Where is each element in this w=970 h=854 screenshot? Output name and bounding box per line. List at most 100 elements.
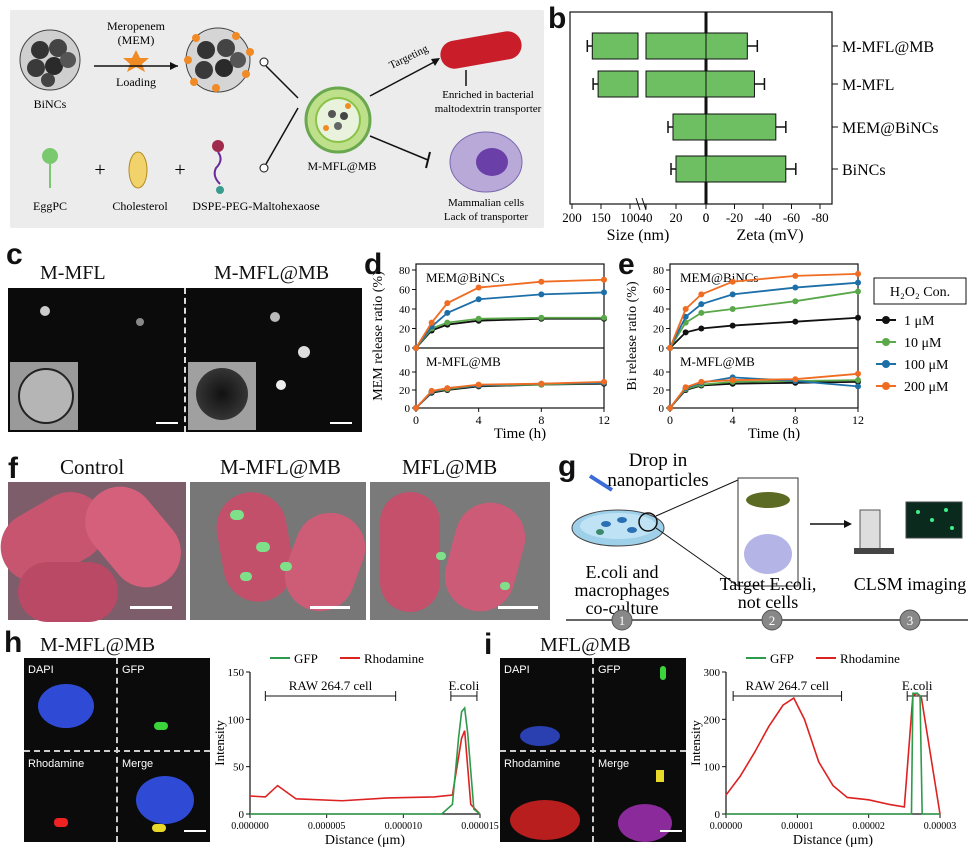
y-tick-label: 20 bbox=[653, 324, 665, 336]
confocal-h: DAPI GFP Rhodamine Merge bbox=[24, 658, 210, 842]
sem-control bbox=[8, 482, 186, 620]
b-zeta-tick: -20 bbox=[726, 210, 743, 225]
data-point bbox=[730, 279, 736, 285]
data-point bbox=[601, 289, 607, 295]
legend-entry: GFP bbox=[294, 651, 318, 666]
f-label-control: Control bbox=[60, 455, 124, 480]
b-size-bar bbox=[646, 71, 706, 97]
data-point bbox=[855, 280, 861, 286]
f-label-mflmb: MFL@MB bbox=[402, 455, 497, 480]
svg-text:Lack of transporter: Lack of transporter bbox=[444, 211, 529, 223]
svg-text:Mammalian cells: Mammalian cells bbox=[448, 197, 524, 209]
y-axis-label: Bi release ratio (%) bbox=[625, 281, 640, 391]
data-point bbox=[538, 279, 544, 285]
raw-cell-bracket-label: RAW 264.7 cell bbox=[289, 678, 373, 693]
legend-marker bbox=[882, 382, 890, 390]
b-xlabel-zeta: Zeta (mV) bbox=[736, 227, 803, 244]
monitor-icon bbox=[906, 502, 962, 538]
y-tick-label: 60 bbox=[653, 285, 665, 297]
y-axis-label: MEM release ratio (%) bbox=[371, 271, 386, 401]
panel-e-chart: 020406080020400 4 8 12Time (h)Bi release ra… bbox=[622, 258, 970, 448]
data-point bbox=[476, 285, 482, 291]
b-zeta-bar bbox=[706, 71, 754, 97]
binc-cluster-icon bbox=[20, 30, 80, 90]
panel-a-schematic: BiNCs Meropenem (MEM) Loading bbox=[8, 8, 546, 230]
y-tick-label: 80 bbox=[399, 265, 411, 277]
tem-image bbox=[8, 288, 362, 432]
data-point bbox=[730, 291, 736, 297]
liposome-icon bbox=[306, 88, 370, 152]
data-point bbox=[698, 379, 704, 385]
b-xlabel-size: Size (nm) bbox=[607, 227, 670, 244]
svg-text:Loading: Loading bbox=[116, 75, 156, 89]
data-point bbox=[444, 310, 450, 316]
x-axis-label: Distance (μm) bbox=[793, 833, 874, 848]
data-point bbox=[429, 388, 435, 394]
data-point bbox=[698, 291, 704, 297]
panel-label-f: f bbox=[8, 454, 18, 484]
svg-text:not cells: not cells bbox=[738, 592, 799, 612]
h-q-dapi: DAPI bbox=[28, 664, 54, 676]
x-axis-label: Distance (μm) bbox=[325, 833, 406, 848]
x-tick-label: 0 bbox=[667, 413, 673, 427]
x-tick-label: 0.000015 bbox=[461, 821, 499, 832]
microscope-icon bbox=[854, 510, 894, 554]
legend-entry: Rhodamine bbox=[364, 651, 424, 666]
macrophage-icon bbox=[744, 534, 792, 574]
panel-h-chart: 0501001500.000000 0.000005 0.000010 0.00001… bbox=[212, 646, 502, 854]
x-tick-label: 8 bbox=[538, 413, 544, 427]
b-size-tick: 200 bbox=[562, 210, 582, 225]
b-category-label: M-MFL@MB bbox=[842, 39, 934, 56]
x-tick-label: 12 bbox=[598, 413, 610, 427]
data-point bbox=[698, 326, 704, 332]
f-label-mmflmb: M-MFL@MB bbox=[220, 455, 341, 480]
data-point bbox=[476, 296, 482, 302]
svg-text:Drop in: Drop in bbox=[629, 450, 688, 471]
svg-text:Target E.coli,: Target E.coli, bbox=[720, 574, 817, 594]
x-tick-label: 4 bbox=[476, 413, 482, 427]
y-axis-label: Intensity bbox=[688, 720, 703, 766]
data-point bbox=[792, 376, 798, 382]
x-axis-label: Time (h) bbox=[494, 426, 546, 442]
data-point bbox=[855, 271, 861, 277]
panel-d-chart: 0 20 40 60 80 0 20 40 0 4 8 12 Time (h) MEM release r… bbox=[368, 258, 628, 448]
svg-text:(MEM): (MEM) bbox=[118, 33, 155, 47]
cholesterol-icon bbox=[129, 152, 147, 188]
data-point bbox=[792, 298, 798, 304]
data-point bbox=[476, 382, 482, 388]
legend-entry: 200 μM bbox=[904, 380, 949, 395]
svg-text:M-MFL@MB: M-MFL@MB bbox=[307, 159, 376, 173]
panel-i-chart: 01002003000.00000 0.00001 0.00002 0.00003Di… bbox=[688, 646, 970, 854]
data-point bbox=[538, 291, 544, 297]
data-point bbox=[730, 377, 736, 383]
data-point bbox=[413, 405, 419, 411]
sem-mflmb bbox=[370, 482, 550, 620]
data-point bbox=[855, 371, 861, 377]
y-tick-label: 20 bbox=[399, 324, 411, 336]
x-tick-label: 12 bbox=[852, 413, 864, 427]
svg-text:+: + bbox=[94, 159, 105, 181]
tem-inset-right bbox=[188, 362, 256, 430]
data-point bbox=[698, 310, 704, 316]
svg-text:Cholesterol: Cholesterol bbox=[112, 199, 168, 213]
data-point bbox=[792, 319, 798, 325]
y-tick-label: 0 bbox=[239, 809, 245, 821]
g-step-num-2: 2 bbox=[769, 613, 776, 628]
data-point bbox=[601, 277, 607, 283]
series-line bbox=[726, 693, 940, 814]
series-line bbox=[250, 731, 480, 814]
y-tick-label: 80 bbox=[653, 265, 665, 277]
data-point bbox=[792, 285, 798, 291]
tem-inset-left bbox=[10, 362, 78, 430]
b-category-label: BiNCs bbox=[842, 162, 886, 179]
y-tick-label: 40 bbox=[653, 367, 665, 379]
svg-text:Meropenem: Meropenem bbox=[107, 19, 166, 33]
y-tick-label: 40 bbox=[399, 304, 411, 316]
data-point bbox=[444, 385, 450, 391]
y-tick-label: 150 bbox=[228, 667, 245, 679]
y-tick-label: 300 bbox=[704, 667, 721, 679]
legend-entry: 1 μM bbox=[904, 314, 935, 329]
data-point bbox=[538, 381, 544, 387]
y-tick-label: 0 bbox=[659, 343, 665, 355]
svg-text:DSPE-PEG-Maltohexaose: DSPE-PEG-Maltohexaose bbox=[192, 199, 319, 213]
